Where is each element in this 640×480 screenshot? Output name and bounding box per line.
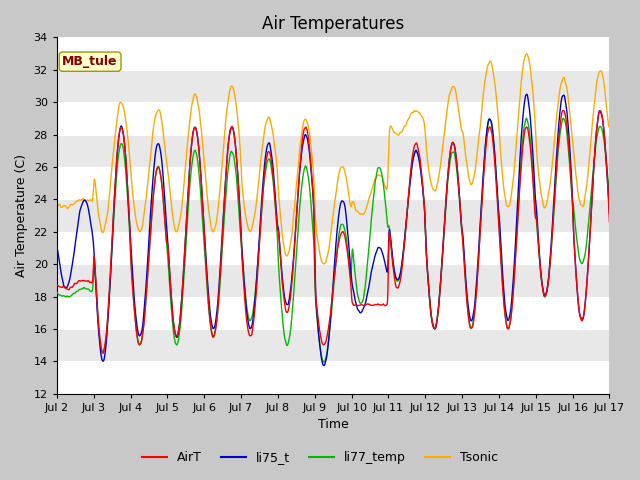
li75_t bbox=[176, 320, 184, 325]
li77_temp bbox=[176, 328, 184, 334]
li75_t bbox=[492, 160, 499, 166]
li77_temp bbox=[320, 359, 328, 365]
AirT bbox=[99, 350, 107, 356]
li77_temp bbox=[541, 294, 548, 300]
AirT bbox=[176, 316, 184, 322]
Line: li77_temp: li77_temp bbox=[57, 118, 609, 362]
Text: MB_tule: MB_tule bbox=[62, 55, 118, 68]
Tsonic bbox=[176, 218, 184, 224]
Tsonic bbox=[523, 51, 531, 57]
Tsonic bbox=[237, 173, 245, 179]
Bar bbox=[57, 102, 609, 134]
Bar bbox=[57, 37, 609, 70]
li77_temp bbox=[492, 161, 499, 167]
Bar bbox=[57, 167, 609, 199]
li77_temp bbox=[53, 289, 61, 295]
Line: AirT: AirT bbox=[57, 110, 609, 353]
Bar bbox=[57, 329, 609, 361]
li75_t bbox=[320, 363, 328, 369]
li77_temp bbox=[523, 115, 531, 121]
AirT bbox=[419, 188, 427, 194]
AirT bbox=[163, 240, 170, 246]
AirT bbox=[559, 108, 567, 113]
Bar bbox=[57, 297, 609, 329]
li75_t bbox=[605, 211, 613, 216]
Bar bbox=[57, 70, 609, 102]
X-axis label: Time: Time bbox=[318, 419, 349, 432]
Tsonic bbox=[541, 205, 548, 211]
Line: Tsonic: Tsonic bbox=[57, 54, 609, 264]
AirT bbox=[238, 255, 246, 261]
Bar bbox=[57, 264, 609, 297]
Line: li75_t: li75_t bbox=[57, 94, 609, 366]
AirT bbox=[540, 293, 548, 299]
li75_t bbox=[523, 91, 531, 97]
li75_t bbox=[541, 293, 548, 299]
Tsonic bbox=[53, 203, 61, 208]
Y-axis label: Air Temperature (C): Air Temperature (C) bbox=[15, 154, 28, 277]
li77_temp bbox=[419, 191, 427, 196]
Tsonic bbox=[163, 156, 170, 162]
Bar bbox=[57, 199, 609, 232]
AirT bbox=[492, 168, 499, 174]
AirT bbox=[605, 219, 613, 225]
li75_t bbox=[237, 239, 245, 245]
Tsonic bbox=[605, 125, 613, 131]
Bar bbox=[57, 232, 609, 264]
Legend: AirT, li75_t, li77_temp, Tsonic: AirT, li75_t, li77_temp, Tsonic bbox=[138, 446, 502, 469]
Tsonic bbox=[320, 261, 328, 267]
AirT bbox=[53, 282, 61, 288]
li77_temp bbox=[605, 190, 613, 196]
Tsonic bbox=[419, 116, 427, 121]
li75_t bbox=[419, 191, 427, 196]
li77_temp bbox=[163, 236, 170, 242]
Bar bbox=[57, 361, 609, 394]
li75_t bbox=[163, 219, 170, 225]
li75_t bbox=[53, 244, 61, 250]
Tsonic bbox=[492, 85, 499, 91]
li77_temp bbox=[237, 244, 245, 250]
Title: Air Temperatures: Air Temperatures bbox=[262, 15, 404, 33]
Bar bbox=[57, 134, 609, 167]
